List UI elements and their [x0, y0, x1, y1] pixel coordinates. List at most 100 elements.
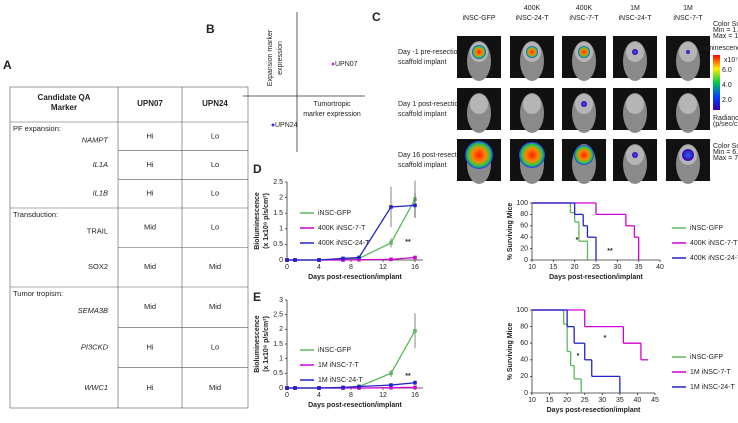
- x-tick-label: 30: [613, 264, 621, 271]
- table-cell: Lo: [211, 342, 219, 351]
- point: [413, 385, 417, 390]
- y-tick-label: 20: [520, 373, 528, 380]
- panel-label: E: [253, 290, 261, 304]
- point: [317, 258, 321, 262]
- signal: [632, 49, 638, 55]
- column-header: 400K: [524, 5, 541, 12]
- colorbar-tick: 6.0: [722, 67, 732, 74]
- y-tick-label: 60: [520, 340, 528, 347]
- x-tick-label: 16: [411, 392, 419, 399]
- scale-text: Min = 1.27e6: [713, 27, 738, 34]
- point: [389, 371, 393, 376]
- y-axis-label: % Surviving Mice: [507, 203, 514, 261]
- mouse-head: [470, 94, 488, 114]
- signal: [526, 46, 538, 58]
- y-axis-label: (x 1x10⁸ p/s/cm²): [263, 316, 270, 372]
- point: [389, 257, 393, 262]
- x-tick-label: 45: [651, 397, 659, 404]
- marker-name: PI3CKD: [81, 342, 109, 351]
- row-label: scaffold implant: [398, 59, 447, 66]
- y-tick-label: 1: [279, 356, 283, 363]
- y-tick-label: 80: [520, 211, 528, 218]
- table-cell: Mid: [209, 302, 221, 311]
- section-title: PF expansion:: [13, 124, 61, 133]
- row-label: scaffold implant: [398, 111, 447, 118]
- annotation: **: [405, 373, 411, 380]
- legend-label: iNSC-GFP: [318, 210, 351, 217]
- signal: [578, 46, 590, 58]
- point: [389, 383, 393, 387]
- marker-name: SEMA3B: [78, 306, 108, 315]
- point-label: UPN07: [335, 61, 358, 68]
- point: [271, 123, 275, 127]
- row-label: Day 16 post-resection,: [398, 152, 468, 159]
- marker-name: TRAIL: [87, 227, 108, 236]
- signal: [465, 141, 493, 169]
- y-tick-label: 0: [524, 390, 528, 397]
- y-axis-label: Bioluminescence: [254, 315, 261, 373]
- point: [389, 205, 393, 209]
- column-header: iNSC-7-T: [673, 15, 703, 22]
- y-tick-label: 0: [279, 257, 283, 264]
- table-cell: Mid: [144, 223, 156, 232]
- point: [317, 386, 321, 390]
- y-tick-label: 1.5: [273, 210, 283, 217]
- signal: [519, 142, 545, 168]
- x-tick-label: 12: [379, 392, 387, 399]
- table-cell: Lo: [211, 189, 219, 198]
- legend-label: 400K iNSC-7-T: [690, 240, 738, 247]
- x-tick-label: 25: [581, 397, 589, 404]
- scale-text: Color Scale: [713, 21, 738, 28]
- y-tick-label: 60: [520, 223, 528, 230]
- y-tick-label: 2: [279, 194, 283, 201]
- table-cell: Mid: [144, 302, 156, 311]
- point: [413, 203, 417, 208]
- table-cell: Hi: [146, 189, 153, 198]
- table-cell: Lo: [211, 160, 219, 169]
- x-tick-label: 40: [634, 397, 642, 404]
- y-tick-label: 100: [516, 200, 528, 207]
- signal: [574, 145, 594, 165]
- x-tick-label: 10: [528, 264, 536, 271]
- annotation: *: [576, 237, 579, 244]
- colorbar-tick: 2.0: [722, 97, 732, 104]
- table-cell: Lo: [211, 131, 219, 140]
- legend-label: 1M iNSC-24-T: [318, 377, 363, 384]
- column-header: 400K: [576, 5, 593, 12]
- row-label: Day -1 pre-resection,: [398, 49, 463, 56]
- y-tick-label: 1: [279, 226, 283, 233]
- x-tick-label: 30: [598, 397, 606, 404]
- mouse-head: [626, 94, 644, 114]
- legend-label: 400K iNSC-24-T: [690, 255, 738, 262]
- x-tick-label: 12: [379, 264, 387, 271]
- row-label: scaffold implant: [398, 162, 447, 169]
- legend-label: iNSC-GFP: [690, 354, 723, 361]
- x-tick-label: 10: [528, 397, 536, 404]
- legend-label: 1M iNSC-24-T: [690, 384, 735, 391]
- x-tick-label: 0: [285, 392, 289, 399]
- point: [357, 384, 361, 389]
- x-tick-label: 0: [285, 264, 289, 271]
- y-axis-label: Bioluminescence: [254, 192, 261, 250]
- x-axis-label: Days post-resection/implant: [547, 407, 641, 414]
- y-tick-label: 2.5: [273, 179, 283, 186]
- x-tick-label: 25: [592, 264, 600, 271]
- table-cell: Hi: [146, 131, 153, 140]
- table-cell: Mid: [209, 262, 221, 271]
- marker-name: IL1A: [93, 160, 108, 169]
- y-axis-label: (x 1x10⁸ p/s/cm²): [263, 193, 270, 249]
- point-label: UPN24: [275, 122, 298, 129]
- table-header: UPN07: [137, 99, 163, 108]
- point: [341, 256, 345, 261]
- signal: [632, 152, 638, 158]
- y-tick-label: 0.5: [273, 370, 283, 377]
- point: [293, 386, 297, 390]
- signal: [472, 45, 486, 59]
- signal: [682, 149, 694, 161]
- table-header: Candidate QA Marker: [38, 93, 91, 112]
- point: [285, 386, 289, 390]
- colorbar: [713, 55, 720, 110]
- y-tick-label: 20: [520, 245, 528, 252]
- legend-label: 1M iNSC-7-T: [690, 369, 732, 376]
- marker-name: WWC1: [84, 383, 108, 392]
